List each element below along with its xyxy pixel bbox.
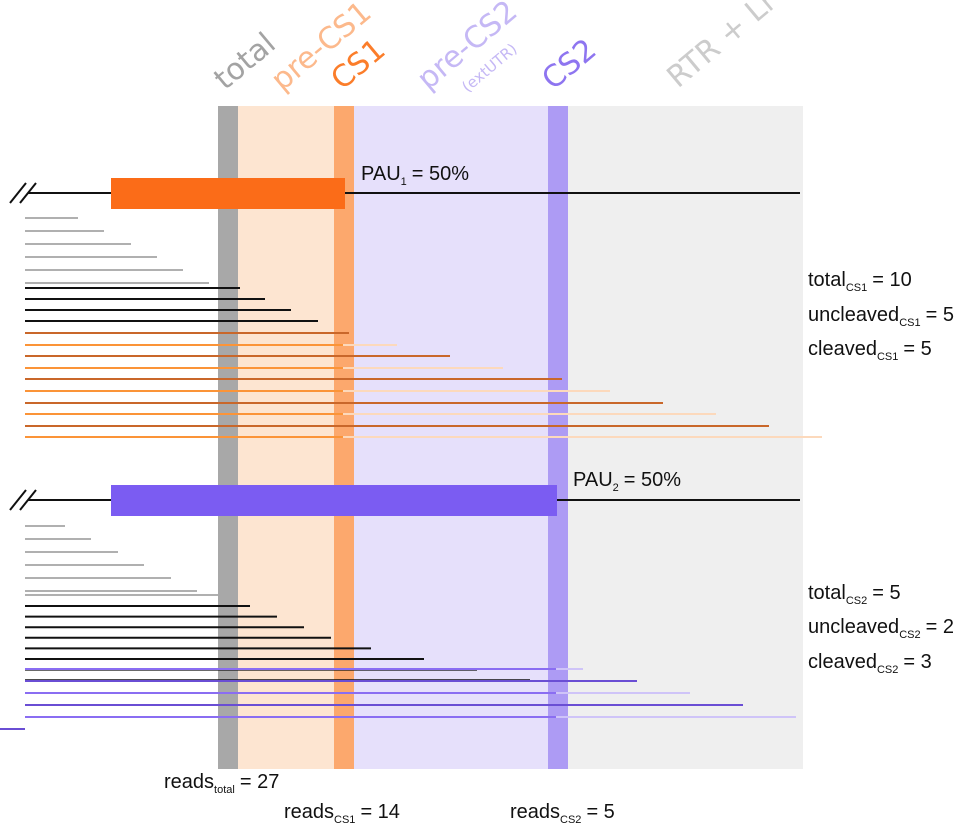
cleaved-cs1-value: = 5 xyxy=(903,338,932,360)
pau-1-value: = 50% xyxy=(411,163,470,185)
reads-cs2-label: readsCS2 = 5 xyxy=(510,802,615,826)
reads-total-main: reads xyxy=(164,771,215,793)
gene-1-model xyxy=(9,178,800,209)
reads-total-label: readstotal = 27 xyxy=(164,772,279,796)
total-cs2-main: total xyxy=(808,582,846,604)
total-cs2-label: totalCS2 = 5 xyxy=(808,583,901,607)
uncleaved-cs2-sub: CS2 xyxy=(899,629,921,641)
gene-2-cds-box xyxy=(111,485,557,516)
total-cs1-sub: CS1 xyxy=(845,282,868,294)
reads-cs1-value: = 14 xyxy=(360,801,400,823)
gene-1-cds-box xyxy=(111,178,345,209)
cleaved-cs2-sub: CS2 xyxy=(876,664,899,676)
pau-2-label: PAU2 = 50% xyxy=(573,470,681,494)
reads-total-value: = 27 xyxy=(239,771,280,793)
uncleaved-cs2-value: = 2 xyxy=(925,616,954,638)
reads-cs2-main: reads xyxy=(510,801,561,823)
uncleaved-cs1-main: uncleaved xyxy=(808,304,900,326)
total-cs1-main: total xyxy=(808,269,846,291)
gene-2-reads xyxy=(0,525,796,730)
pau-2-value: = 50% xyxy=(623,469,682,491)
cleaved-cs1-label: cleavedCS1 = 5 xyxy=(808,339,932,363)
reads-cs1-label: readsCS1 = 14 xyxy=(284,802,400,826)
uncleaved-cs2-main: uncleaved xyxy=(808,616,900,638)
gene-1-reads xyxy=(25,217,822,438)
pau-1-label: PAU1 = 50% xyxy=(361,164,469,188)
pau-1-sub: 1 xyxy=(400,176,407,188)
uncleaved-cs2-label: uncleavedCS2 = 2 xyxy=(808,617,954,641)
uncleaved-cs1-value: = 5 xyxy=(925,304,954,326)
total-cs2-sub: CS2 xyxy=(845,595,868,607)
total-cs1-label: totalCS1 = 10 xyxy=(808,270,912,294)
cleaved-cs2-label: cleavedCS2 = 3 xyxy=(808,652,932,676)
total-cs1-value: = 10 xyxy=(872,269,912,291)
reads-cs2-sub: CS2 xyxy=(560,814,582,826)
gene-1-break-mark xyxy=(9,182,27,204)
pau-2-main: PAU xyxy=(573,469,613,491)
uncleaved-cs1-label: uncleavedCS1 = 5 xyxy=(808,305,954,329)
cleaved-cs2-main: cleaved xyxy=(808,651,877,673)
cleaved-cs2-value: = 3 xyxy=(903,651,932,673)
reads-cs1-main: reads xyxy=(284,801,335,823)
reads-cs2-value: = 5 xyxy=(586,801,615,823)
total-cs2-value: = 5 xyxy=(872,582,901,604)
gene-2-break-mark xyxy=(9,489,27,511)
pau-1-main: PAU xyxy=(361,163,401,185)
uncleaved-cs1-sub: CS1 xyxy=(899,317,921,329)
cleaved-cs1-main: cleaved xyxy=(808,338,877,360)
gene-2-model xyxy=(9,485,800,516)
pau-2-sub: 2 xyxy=(612,482,619,494)
reads-total-sub: total xyxy=(214,784,235,796)
reads-cs1-sub: CS1 xyxy=(334,814,356,826)
cleaved-cs1-sub: CS1 xyxy=(876,351,899,363)
